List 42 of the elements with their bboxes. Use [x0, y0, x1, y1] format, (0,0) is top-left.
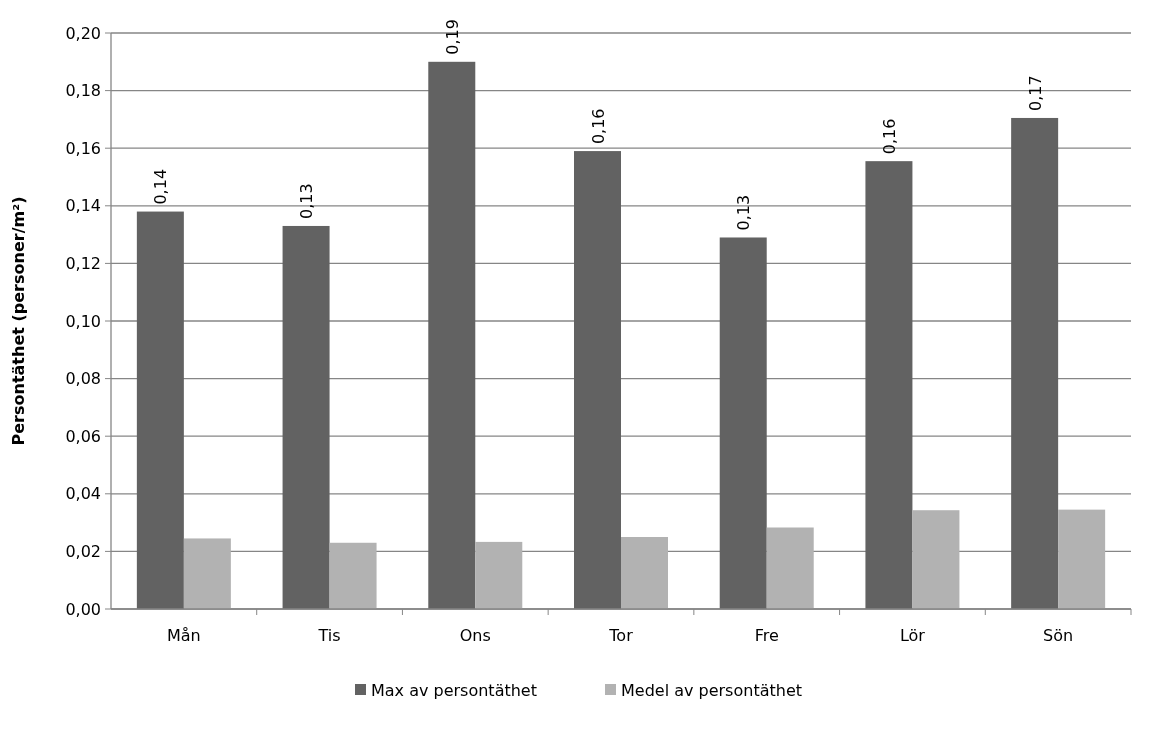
y-tick-label: 0,20	[65, 23, 101, 43]
bar	[621, 537, 668, 609]
data-label: 0,17	[1025, 75, 1045, 111]
bar	[282, 225, 330, 609]
bar	[428, 61, 476, 609]
bar	[329, 542, 377, 609]
y-tick-label: 0,12	[65, 254, 101, 273]
data-label: 0,14	[151, 168, 171, 205]
x-tick-label: Ons	[459, 626, 491, 645]
data-label: 0,16	[588, 108, 608, 145]
bar	[136, 211, 184, 609]
y-tick-label: 0,00	[65, 599, 101, 619]
x-tick-label: Tis	[317, 626, 341, 645]
bar	[1011, 117, 1059, 609]
x-tick-label: Fre	[754, 626, 779, 645]
legend-label: Medel av persontäthet	[621, 680, 802, 700]
y-tick-label: 0,18	[65, 81, 101, 101]
y-tick-label: 0,14	[65, 196, 101, 216]
bar	[574, 151, 621, 609]
bar	[912, 510, 960, 609]
x-tick-label: Sön	[1043, 626, 1074, 645]
data-label: 0,16	[879, 118, 899, 155]
y-tick-label: 0,04	[65, 484, 101, 504]
y-tick-label: 0,08	[65, 369, 101, 389]
y-tick-label: 0,10	[65, 311, 101, 331]
legend-label: Max av persontäthet	[371, 680, 537, 700]
y-axis-title: Persontäthet (personer/m²)	[9, 196, 28, 446]
data-label: 0,19	[442, 19, 462, 55]
x-tick-label: Lör	[899, 626, 926, 645]
bar	[183, 538, 231, 609]
bar	[1058, 509, 1106, 609]
y-tick-label: 0,16	[65, 138, 101, 158]
data-label: 0,13	[297, 183, 317, 219]
bar	[719, 237, 767, 609]
y-tick-label: 0,06	[65, 426, 101, 446]
data-label: 0,13	[734, 194, 754, 231]
bar	[475, 541, 523, 609]
x-tick-label: Mån	[166, 626, 201, 645]
bar	[865, 161, 913, 609]
x-tick-label: Tor	[608, 626, 634, 645]
y-tick-label: 0,02	[65, 542, 101, 561]
bar	[766, 527, 814, 609]
